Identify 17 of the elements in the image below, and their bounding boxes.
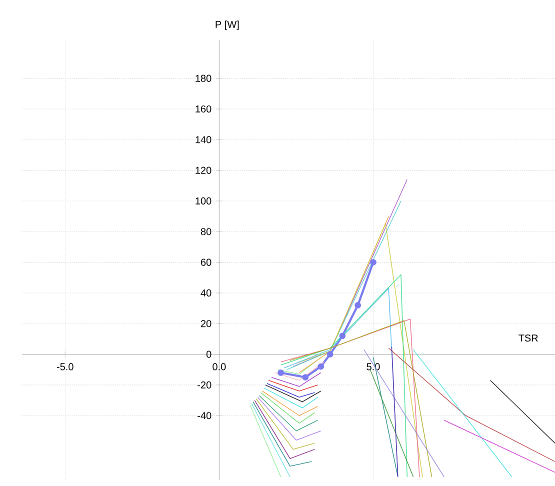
x-tick-label: -5.0 — [56, 363, 74, 370]
y-tick-label: 60 — [201, 258, 212, 266]
y-tick-label: 0 — [206, 350, 212, 358]
y-tick-label: 40 — [200, 289, 212, 297]
x-tick-label: 5.0 — [366, 363, 380, 370]
y-tick-label: -20 — [198, 381, 212, 388]
x-axis-title: TSR — [518, 334, 538, 342]
y-tick-label: 100 — [196, 197, 212, 205]
y-tick-label: 120 — [196, 166, 212, 174]
y-tick-label: 140 — [196, 136, 212, 144]
x-tick-label: 0.0 — [212, 363, 226, 370]
y-axis-title: P [W] — [216, 20, 239, 30]
y-tick-label: 20 — [201, 320, 212, 328]
y-tick-label: 180 — [196, 74, 212, 82]
y-tick-label: -40 — [198, 412, 212, 420]
y-tick-label: 80 — [200, 228, 212, 236]
y-tick-label: 160 — [196, 105, 212, 113]
